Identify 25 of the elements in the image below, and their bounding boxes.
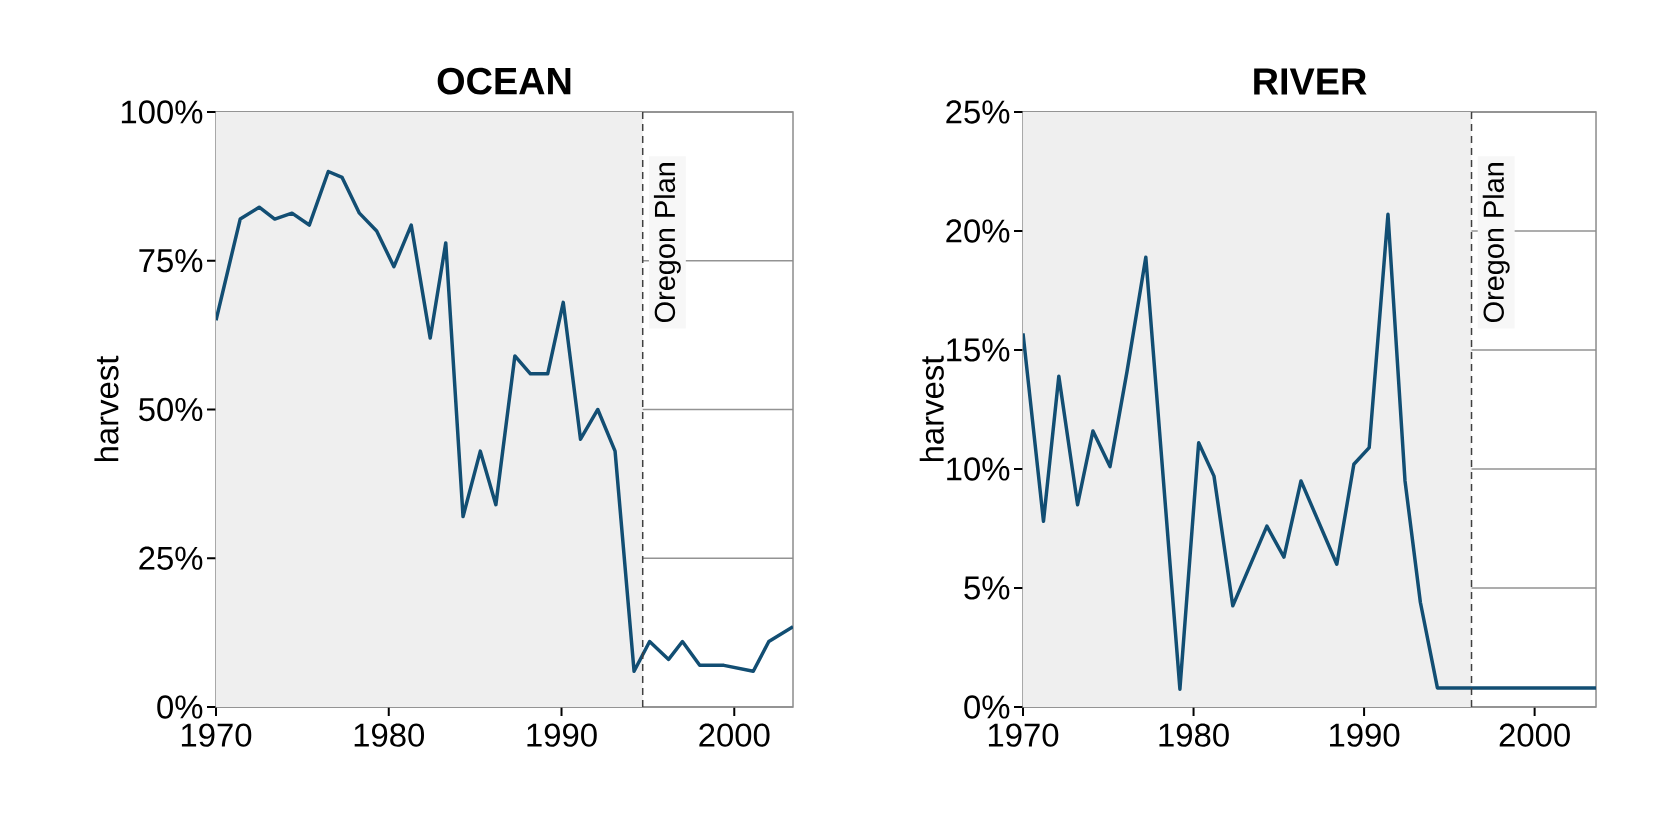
x-tick-label: 1980 [354, 723, 425, 747]
ref-line-label: Oregon Plan [1482, 163, 1510, 323]
x-tick-label: 1970 [181, 723, 252, 747]
y-tick-label: 10% [947, 457, 1010, 481]
y-tick-label: 5% [964, 576, 1010, 600]
y-axis-title: harvest [919, 355, 944, 462]
y-tick-label: 0% [964, 695, 1010, 719]
x-tick-label: 1990 [527, 723, 597, 747]
x-tick-label: 1990 [1330, 723, 1400, 747]
y-tick-label: 0% [157, 695, 203, 719]
y-tick-label: 25% [139, 546, 203, 570]
x-tick-label: 2000 [1499, 723, 1570, 747]
y-axis-title: harvest [94, 355, 119, 462]
y-tick-label: 75% [139, 249, 203, 273]
x-tick-label: 1980 [1159, 723, 1229, 747]
chart-title: RIVER [1254, 68, 1367, 95]
y-tick-label: 15% [947, 338, 1010, 362]
y-tick-label: 100% [121, 100, 203, 124]
y-tick-label: 50% [139, 397, 203, 422]
y-tick-label: 20% [946, 219, 1010, 243]
x-tick-label: 2000 [699, 723, 770, 747]
y-tick-label: 25% [946, 100, 1010, 124]
x-tick-label: 1970 [988, 723, 1059, 747]
ref-line-label: Oregon Plan [653, 163, 681, 323]
chart-title: OCEAN [437, 67, 571, 95]
